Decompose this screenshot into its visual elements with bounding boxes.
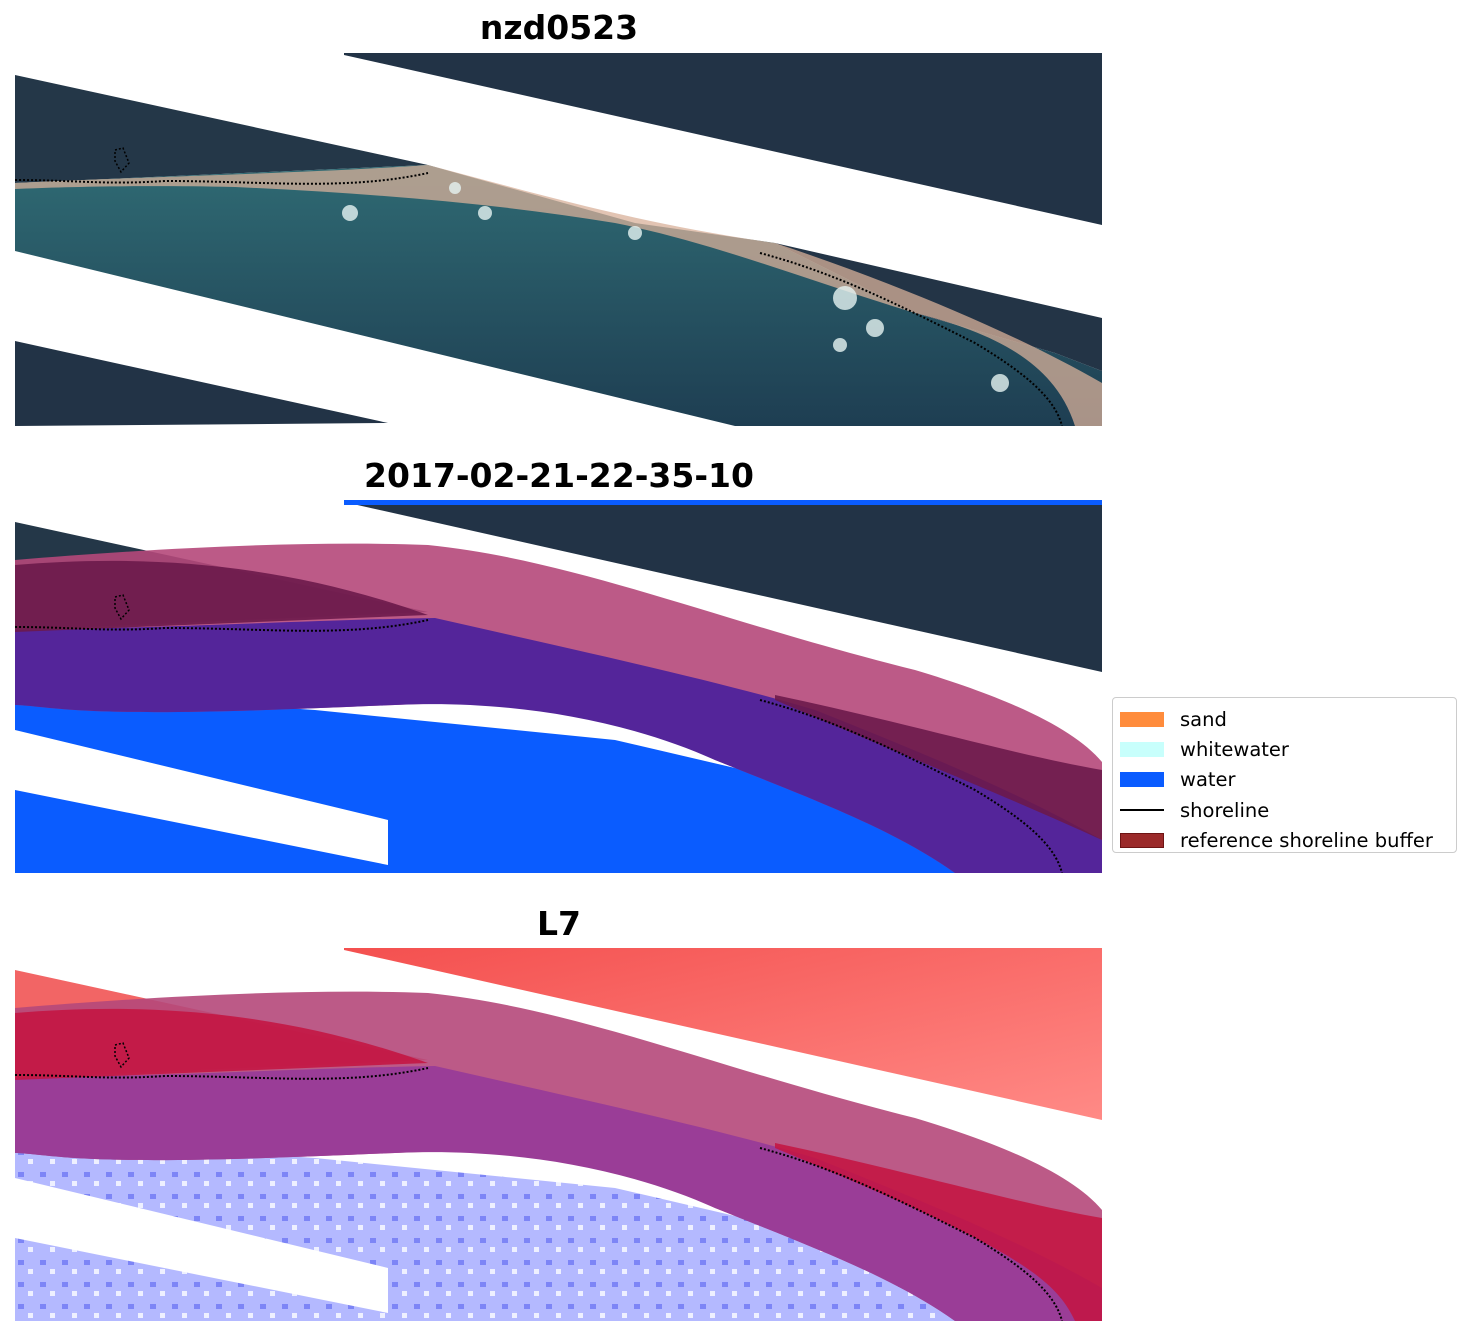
legend-item-whitewater: whitewater [1120, 734, 1448, 764]
panel-title: L7 [537, 904, 581, 943]
shoreline [15, 172, 1063, 426]
water-swatch [1120, 772, 1164, 788]
water-class-bottom [15, 790, 388, 873]
land-strip-bottom [15, 341, 388, 426]
sand-swatch [1120, 711, 1164, 727]
shoreline [15, 1067, 1063, 1321]
red-land-top [344, 948, 1102, 1120]
whitewater-swatch [1120, 742, 1164, 758]
legend-label: sand [1180, 707, 1227, 731]
index-panel [15, 948, 1102, 1321]
whitewater-patches [342, 182, 1009, 392]
legend-item-shoreline: shoreline [1120, 795, 1448, 825]
legend: sand whitewater water shoreline referenc… [1112, 697, 1457, 853]
legend-label: water [1180, 768, 1236, 792]
sea-area [15, 165, 1102, 426]
shoreline-line-swatch [1120, 809, 1164, 812]
legend-item-reference-buffer: reference shoreline buffer [1120, 826, 1448, 856]
blue-water-bottom [15, 1238, 388, 1321]
buffer-swatch [1120, 833, 1164, 849]
legend-label: whitewater [1180, 738, 1289, 762]
legend-item-sand: sand [1120, 704, 1448, 734]
legend-label: shoreline [1180, 798, 1270, 822]
classification-panel [15, 500, 1102, 873]
legend-item-water: water [1120, 765, 1448, 795]
land-buffer-overlap [15, 1008, 1102, 1321]
land-strip-top [344, 53, 1102, 225]
satellite-image-panel [15, 53, 1102, 426]
water-edge-top [344, 500, 1102, 505]
shoreline [15, 619, 1063, 873]
beach [15, 165, 1102, 426]
legend-label: reference shoreline buffer [1180, 829, 1433, 853]
land-strip-top [344, 500, 1102, 672]
water-buffer-overlap [15, 618, 1102, 873]
land-strip-left [15, 75, 428, 183]
panel-title: nzd0523 [479, 8, 639, 47]
water-buffer-overlap [15, 1066, 1102, 1321]
panel-title: 2017-02-21-22-35-10 [364, 456, 754, 495]
sand-buffer-overlap [15, 560, 1102, 840]
